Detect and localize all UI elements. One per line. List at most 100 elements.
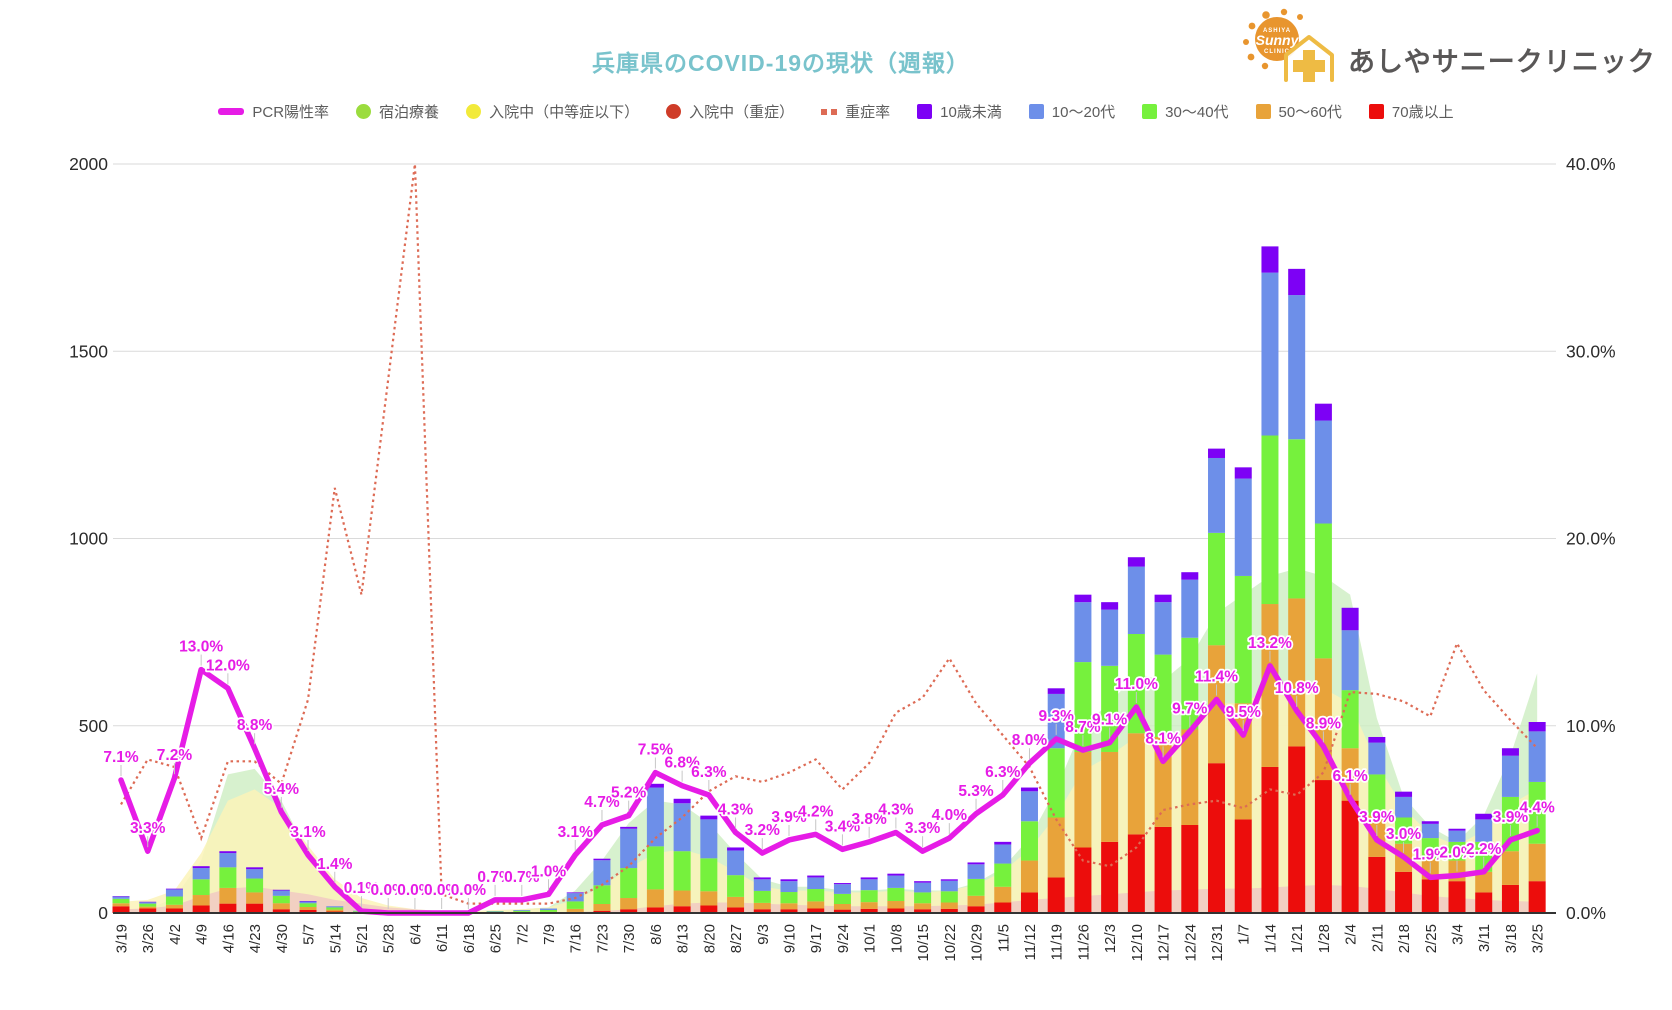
legend-swatch-icon xyxy=(218,108,245,115)
right-axis-tick-label: 0.0% xyxy=(1566,903,1606,923)
bar-segment xyxy=(1234,819,1252,913)
pcr-rate-label: 7.2% xyxy=(157,747,193,764)
bar-segment xyxy=(593,860,611,886)
x-axis-date-label: 2/11 xyxy=(1369,924,1386,952)
annotations-layer: 7.1% 3.3% 7.2% 13.0%12.0% 8.8% 5.4% 3.1% 1.4% 0.… xyxy=(102,633,1557,909)
bar-segment xyxy=(1475,871,1493,893)
x-axis-date-label: 5/7 xyxy=(301,924,318,945)
svg-text:ASHIYA: ASHIYA xyxy=(1263,28,1291,34)
bar-segment xyxy=(246,903,264,913)
svg-text:CLINIC: CLINIC xyxy=(1264,49,1290,55)
x-axis-date-label: 3/11 xyxy=(1476,924,1493,952)
bar-segment xyxy=(1154,594,1172,603)
bar-segment xyxy=(753,902,771,910)
bar-segment xyxy=(673,851,691,891)
bar-segment xyxy=(1181,572,1199,580)
legend-item-9: 50〜60代 xyxy=(1255,101,1342,122)
bar-segment xyxy=(192,905,210,913)
bar-segment xyxy=(272,903,290,910)
bar-segment xyxy=(914,881,932,883)
pcr-rate-label: 3.1% xyxy=(290,824,326,841)
bar-segment xyxy=(139,901,157,903)
bar-segment xyxy=(967,895,985,907)
bar-segment xyxy=(780,903,798,910)
bar-segment xyxy=(860,902,878,909)
bar-segment xyxy=(1020,791,1038,822)
bar-segment xyxy=(272,895,290,904)
chart-title: 兵庫県のCOVID-19の現状（週報） xyxy=(591,50,971,76)
bar-segment xyxy=(1288,295,1306,440)
bar-segment xyxy=(1020,860,1038,893)
bar-segment xyxy=(219,903,237,913)
x-axis-date-label: 2/18 xyxy=(1396,924,1413,953)
x-axis-date-label: 4/23 xyxy=(247,924,264,953)
pcr-rate-label: 4.4% xyxy=(1519,800,1555,817)
bar-segment xyxy=(727,850,745,876)
legend-swatch-icon xyxy=(466,104,482,119)
bar-segment xyxy=(1261,246,1279,273)
bar-segment xyxy=(246,869,264,879)
bar-segment xyxy=(1047,688,1065,694)
bar-segment xyxy=(1528,722,1546,732)
bar-segment xyxy=(219,887,237,904)
bar-segment xyxy=(646,889,664,908)
x-axis-date-label: 11/5 xyxy=(995,924,1012,952)
bar-segment xyxy=(1341,690,1359,749)
bar-segment xyxy=(165,908,183,913)
pcr-rate-label: 8.8% xyxy=(237,717,273,734)
x-axis-date-label: 3/4 xyxy=(1450,924,1467,945)
bar-segment xyxy=(646,787,664,847)
bar-segment xyxy=(1047,877,1065,913)
bar-segment xyxy=(807,901,825,909)
bar-segment xyxy=(1421,823,1439,839)
x-axis-date-label: 4/16 xyxy=(220,924,237,953)
bar-segment xyxy=(139,906,157,909)
pcr-rate-label: 0.7% xyxy=(477,869,513,886)
legend: PCR陽性率 宿泊療養 入院中（中等症以下） 入院中（重症） 重症率 10歳未満 10〜20… xyxy=(40,101,1632,122)
bar-segment xyxy=(593,858,611,861)
bar-segment xyxy=(1314,523,1332,659)
legend-item-2: 宿泊療養 xyxy=(356,101,439,122)
bar-segment xyxy=(165,896,183,905)
bar-segment xyxy=(486,911,504,912)
x-axis-date-label: 12/24 xyxy=(1182,924,1199,962)
bar-segment xyxy=(1421,838,1439,859)
bar-segment xyxy=(1020,821,1038,861)
left-axis-tick-label: 2000 xyxy=(69,154,108,174)
bar-segment xyxy=(673,803,691,852)
bar-segment xyxy=(1421,821,1439,824)
bar-segment xyxy=(1395,796,1413,818)
x-axis-date-label: 2/4 xyxy=(1343,924,1360,945)
pcr-rate-label: 9.3% xyxy=(1039,708,1075,725)
x-axis-date-label: 12/3 xyxy=(1102,924,1119,953)
x-axis-date-label: 1/7 xyxy=(1236,924,1253,945)
x-axis-date-label: 3/26 xyxy=(140,924,157,953)
x-axis-date-label: 1/21 xyxy=(1289,924,1306,953)
legend-item-label: 30〜40代 xyxy=(1165,104,1229,121)
x-axis-date-label: 8/20 xyxy=(701,924,718,953)
x-axis-date-label: 12/10 xyxy=(1129,924,1146,962)
bar-segment xyxy=(219,851,237,854)
pcr-rate-label: 8.1% xyxy=(1145,730,1181,747)
bar-segment xyxy=(833,909,851,913)
bar-segment xyxy=(566,908,584,912)
bar-segment xyxy=(1501,755,1519,797)
clinic-logo: ASHIYA Sunny CLINIC あしやサニークリニック xyxy=(1238,8,1656,88)
bar-segment xyxy=(1181,729,1199,825)
axes-layer: 0 500 1000 1500 2000 0.0% 10.0% 20.0% 30.0% 40.0%… xyxy=(69,154,1616,962)
bar-segment xyxy=(620,909,638,913)
bar-segment xyxy=(192,868,210,880)
x-axis-date-label: 9/10 xyxy=(782,924,799,953)
x-axis-date-label: 8/27 xyxy=(728,924,745,953)
bar-segment xyxy=(1020,892,1038,913)
bar-segment xyxy=(272,909,290,913)
pcr-rate-label: 11.0% xyxy=(1115,676,1158,693)
bar-segment xyxy=(620,898,638,910)
legend-item-label: 宿泊療養 xyxy=(379,104,440,121)
bar-segment xyxy=(1208,763,1226,913)
x-axis-date-label: 11/19 xyxy=(1049,924,1066,960)
bar-segment xyxy=(1101,665,1119,752)
bar-segment xyxy=(673,798,691,804)
bar-segment xyxy=(994,886,1012,903)
